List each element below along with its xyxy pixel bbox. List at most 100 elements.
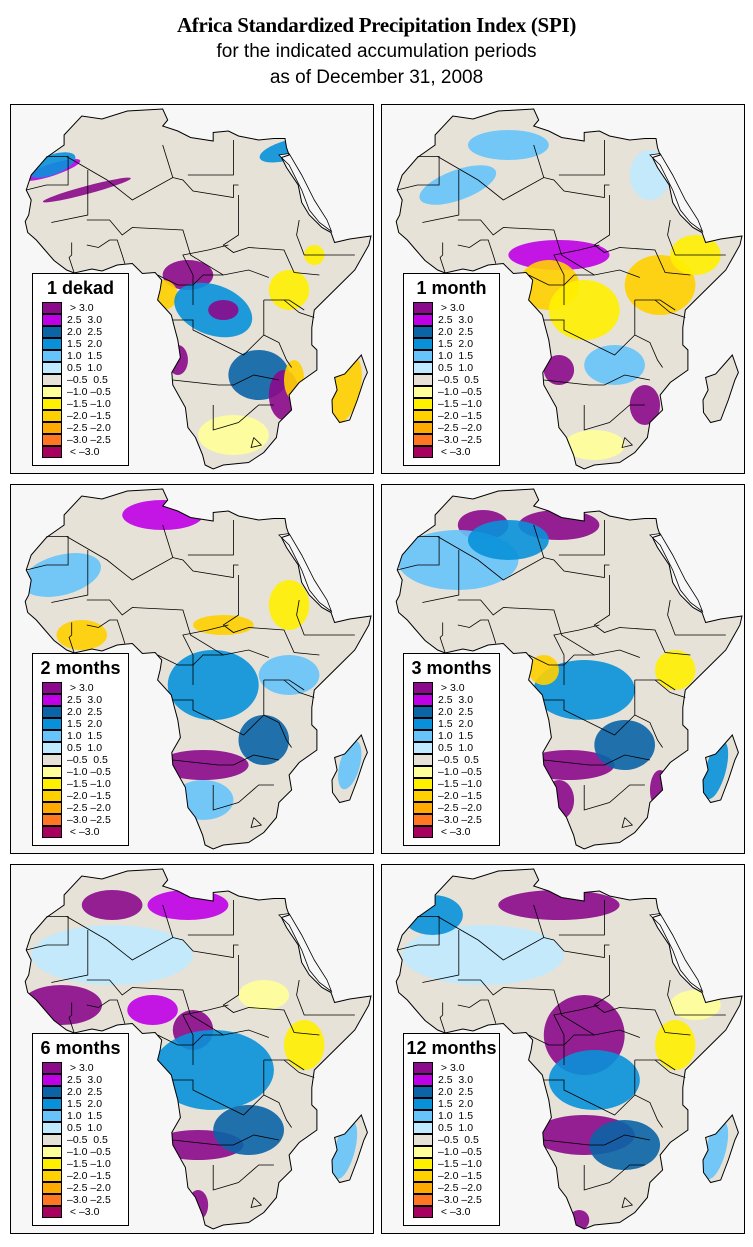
legend-color-swatch [413, 1074, 433, 1086]
legend-color-swatch [42, 422, 62, 434]
legend-class-row: –2.0 –1.5 [42, 1170, 128, 1182]
spi-anomaly-region [498, 890, 620, 920]
legend-color-swatch [42, 826, 62, 838]
africa-coastline [24, 488, 372, 850]
country-border [51, 550, 89, 603]
country-border [543, 374, 650, 386]
legend-period-title: 1 dekad [46, 278, 115, 298]
legend-class-row: –3.0 –2.5 [413, 1194, 499, 1206]
africa-coastline [395, 488, 743, 850]
legend-range-label: –1.5 –1.0 [438, 778, 482, 790]
country-border [172, 374, 279, 386]
country-border [162, 904, 174, 938]
legend-range-label: < –3.0 [67, 446, 100, 458]
legend-color-swatch [413, 386, 433, 398]
legend-range-label: < –3.0 [438, 446, 471, 458]
country-border [222, 955, 320, 1036]
legend-class-row: 1.5 2.0 [413, 1098, 499, 1110]
legend-class-row: 2.0 2.5 [413, 326, 499, 338]
spi-anomaly-region [213, 1105, 284, 1155]
legend-color-swatch [42, 338, 62, 350]
country-border [553, 624, 600, 685]
spi-anomaly-region [56, 620, 108, 650]
spi-anomaly-region [147, 890, 229, 920]
legend-range-label: –0.5 0.5 [438, 1134, 479, 1146]
legend-range-label: –2.5 –2.0 [67, 422, 111, 434]
country-border [457, 979, 640, 1038]
legend-class-row: 2.0 2.5 [42, 706, 128, 718]
africa-map [24, 108, 372, 470]
legend-class-row: –2.0 –1.5 [413, 410, 499, 422]
legend-color-swatch [413, 814, 433, 826]
legend-class-row: > 3.0 [413, 682, 499, 694]
spi-anomaly-layer [25, 137, 362, 455]
legend-color-swatch [413, 302, 433, 314]
legend-range-label: > 3.0 [438, 682, 465, 694]
country-border [533, 524, 545, 558]
country-border [437, 156, 610, 201]
madagascar-coastline [702, 1114, 739, 1184]
legend-class-row: –1.0 –0.5 [413, 766, 499, 778]
spi-anomaly-region [162, 260, 214, 290]
africa-map [24, 488, 372, 850]
country-border [66, 536, 239, 581]
country-border [51, 930, 89, 983]
legend-range-label: 0.5 1.0 [438, 1122, 474, 1134]
legend-color-swatch [413, 446, 433, 458]
country-border [263, 679, 305, 691]
spi-anomaly-region [543, 780, 575, 820]
country-border [533, 144, 545, 178]
legend-class-row: > 3.0 [42, 682, 128, 694]
spi-anomaly-layer [25, 890, 358, 1220]
legend-color-swatch [42, 754, 62, 766]
legend-color-swatch [413, 790, 433, 802]
spi-anomaly-region [548, 280, 620, 340]
spi-anomaly-region [670, 990, 721, 1020]
country-border [172, 300, 265, 356]
country-border [26, 916, 69, 951]
legend-range-label: 0.5 1.0 [67, 1122, 103, 1134]
legend-color-swatch [42, 1110, 62, 1122]
country-border [583, 1164, 645, 1191]
legend-class-row: –3.0 –2.5 [42, 1194, 128, 1206]
country-border [172, 680, 265, 736]
country-border [439, 1002, 446, 1034]
country-border [422, 170, 460, 223]
legend-color-swatch [42, 1062, 62, 1074]
legend-class-row: 2.5 3.0 [413, 1074, 499, 1086]
country-border [283, 679, 315, 698]
legend-range-label: 1.5 2.0 [67, 1098, 103, 1110]
legend-color-swatch [42, 1122, 62, 1134]
legend-range-label: 2.5 3.0 [67, 694, 103, 706]
legend-period-title: 12 months [406, 1038, 497, 1058]
spi-anomaly-region [31, 925, 193, 985]
madagascar-landmass [703, 355, 739, 423]
spi-anomaly-region [402, 925, 564, 985]
legend-class-row: –2.5 –2.0 [42, 802, 128, 814]
legend-range-label: –1.0 –0.5 [67, 766, 111, 778]
legend-color-swatch [42, 742, 62, 754]
legend-class-list: > 3.0 2.5 3.0 2.0 2.5 1.5 2.0 1.0 1.5 0.5 1.0… [42, 1062, 128, 1218]
legend-class-list: > 3.0 2.5 3.0 2.0 2.5 1.5 2.0 1.0 1.5 0.5 1.0… [42, 302, 128, 458]
country-border [172, 1060, 265, 1116]
red-sea [278, 533, 333, 613]
country-border [182, 1004, 229, 1065]
country-border [634, 714, 663, 748]
country-border [68, 622, 75, 654]
country-border [296, 599, 355, 636]
country-border [222, 195, 320, 276]
legend-class-list: > 3.0 2.5 3.0 2.0 2.5 1.5 2.0 1.0 1.5 0.5 1.0… [413, 682, 499, 838]
legend-class-row: < –3.0 [413, 826, 499, 838]
legend-class-row: –0.5 0.5 [42, 1134, 128, 1146]
legend-color-swatch [42, 1134, 62, 1146]
legend-color-swatch [42, 1170, 62, 1182]
legend-range-label: –1.5 –1.0 [438, 1158, 482, 1170]
legend-range-label: –1.0 –0.5 [438, 386, 482, 398]
legend-range-label: 1.5 2.0 [438, 1098, 474, 1110]
legend-class-row: –2.0 –1.5 [413, 790, 499, 802]
legend-range-label: –3.0 –2.5 [67, 434, 111, 446]
legend-class-row: –3.0 –2.5 [42, 814, 128, 826]
legend-color-swatch [42, 790, 62, 802]
spi-anomaly-region [238, 715, 290, 765]
red-sea [278, 153, 333, 233]
